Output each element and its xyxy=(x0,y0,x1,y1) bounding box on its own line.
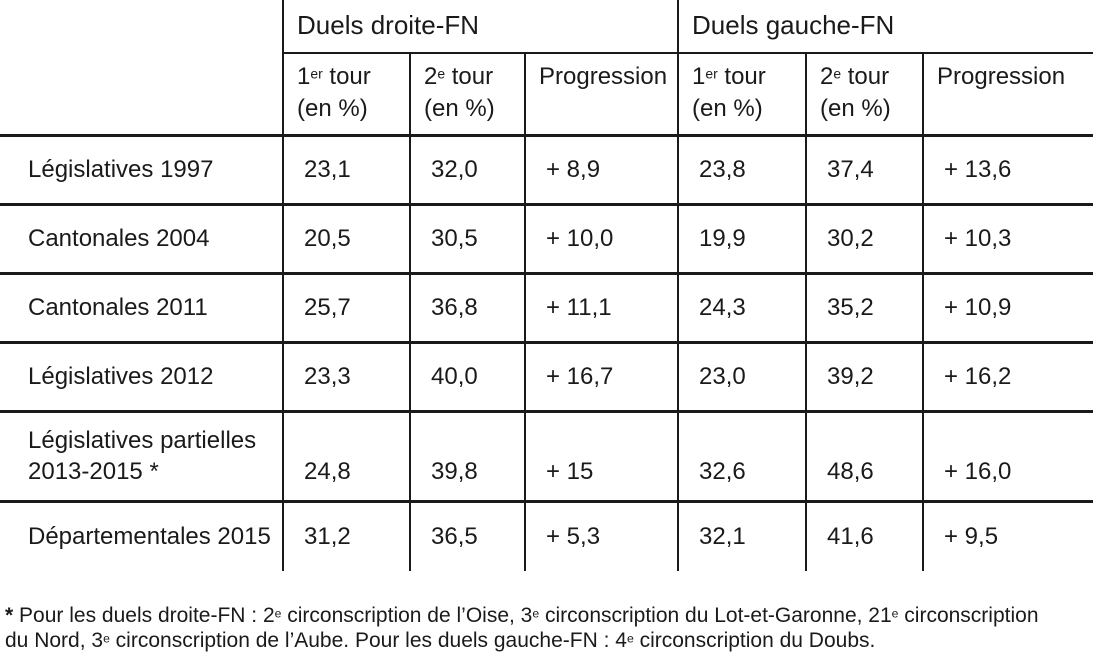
col-header-droite-tour2: 2e tour (en %) xyxy=(409,53,525,137)
cell-gauche-progression: + 16,2 xyxy=(921,342,1093,413)
row-label: Législatives partielles 2013-2015 * xyxy=(0,411,283,503)
cell-droite-progression: + 10,0 xyxy=(524,204,678,275)
cell-droite-tour1: 20,5 xyxy=(282,204,410,275)
cell-gauche-tour1: 32,6 xyxy=(677,411,806,503)
cell-droite-tour1: 23,1 xyxy=(282,135,410,206)
table-row: Départementales 2015 31,2 36,5 + 5,3 32,… xyxy=(0,501,1093,571)
group-header-duels-gauche-fn: Duels gauche-FN xyxy=(676,0,1093,54)
table-row: Législatives partielles 2013-2015 * 24,8… xyxy=(0,411,1093,503)
cell-gauche-tour1: 24,3 xyxy=(677,273,806,344)
col-header-droite-progression: Progression xyxy=(524,53,678,137)
group-header-row: Duels droite-FN Duels gauche-FN xyxy=(0,0,1093,54)
cell-droite-progression: + 8,9 xyxy=(524,135,678,206)
row-label: Cantonales 2004 xyxy=(0,204,283,275)
table-row: Cantonales 2011 25,7 36,8 + 11,1 24,3 35… xyxy=(0,273,1093,344)
cell-droite-tour2: 39,8 xyxy=(409,411,525,503)
row-label: Législatives 1997 xyxy=(0,135,283,206)
cell-gauche-tour2: 30,2 xyxy=(805,204,923,275)
cell-droite-tour2: 30,5 xyxy=(409,204,525,275)
cell-droite-tour1: 25,7 xyxy=(282,273,410,344)
footnote-asterisk: * xyxy=(5,604,14,627)
cell-droite-tour1: 24,8 xyxy=(282,411,410,503)
cell-droite-tour1: 31,2 xyxy=(282,501,410,571)
col-header-droite-tour1: 1er tour (en %) xyxy=(282,53,410,137)
cell-droite-tour2: 40,0 xyxy=(409,342,525,413)
row-label: Cantonales 2011 xyxy=(0,273,283,344)
cell-gauche-progression: + 10,9 xyxy=(921,273,1093,344)
cell-droite-progression: + 15 xyxy=(524,411,678,503)
group-header-duels-droite-fn: Duels droite-FN xyxy=(282,0,678,54)
cell-droite-tour2: 32,0 xyxy=(409,135,525,206)
footnote-text: Pour les duels droite-FN : 2e circonscri… xyxy=(5,604,1039,652)
cell-droite-tour2: 36,5 xyxy=(409,501,525,571)
cell-gauche-progression: + 16,0 xyxy=(921,411,1093,503)
cell-gauche-tour1: 23,0 xyxy=(677,342,806,413)
cell-gauche-tour2: 35,2 xyxy=(805,273,923,344)
corner-cell-sub xyxy=(0,53,283,137)
cell-gauche-tour1: 32,1 xyxy=(677,501,806,571)
cell-gauche-progression: + 9,5 xyxy=(921,501,1093,571)
cell-droite-tour2: 36,8 xyxy=(409,273,525,344)
subheader-row: 1er tour (en %) 2e tour (en %) Progressi… xyxy=(0,53,1093,137)
row-label: Législatives 2012 xyxy=(0,342,283,413)
cell-droite-progression: + 11,1 xyxy=(524,273,678,344)
cell-gauche-tour2: 37,4 xyxy=(805,135,923,206)
table-row: Cantonales 2004 20,5 30,5 + 10,0 19,9 30… xyxy=(0,204,1093,275)
col-header-gauche-tour1: 1er tour (en %) xyxy=(677,53,806,137)
col-header-gauche-tour2: 2e tour (en %) xyxy=(805,53,923,137)
cell-gauche-progression: + 10,3 xyxy=(921,204,1093,275)
cell-gauche-tour1: 23,8 xyxy=(677,135,806,206)
row-label: Départementales 2015 xyxy=(28,523,271,551)
cell-gauche-tour2: 41,6 xyxy=(805,501,923,571)
cell-gauche-tour1: 19,9 xyxy=(677,204,806,275)
cell-gauche-tour2: 39,2 xyxy=(805,342,923,413)
footnote: * Pour les duels droite-FN : 2e circonsc… xyxy=(5,603,1090,653)
cell-droite-progression: + 5,3 xyxy=(524,501,678,571)
cell-gauche-progression: + 13,6 xyxy=(921,135,1093,206)
table-row: Législatives 2012 23,3 40,0 + 16,7 23,0 … xyxy=(0,342,1093,413)
cell-droite-progression: + 16,7 xyxy=(524,342,678,413)
table-row: Législatives 1997 23,1 32,0 + 8,9 23,8 3… xyxy=(0,135,1093,206)
cell-gauche-tour2: 48,6 xyxy=(805,411,923,503)
col-header-gauche-progression: Progression xyxy=(921,53,1093,137)
election-results-table: Duels droite-FN Duels gauche-FN 1er tour… xyxy=(0,0,1093,571)
corner-cell xyxy=(0,0,283,53)
cell-droite-tour1: 23,3 xyxy=(282,342,410,413)
